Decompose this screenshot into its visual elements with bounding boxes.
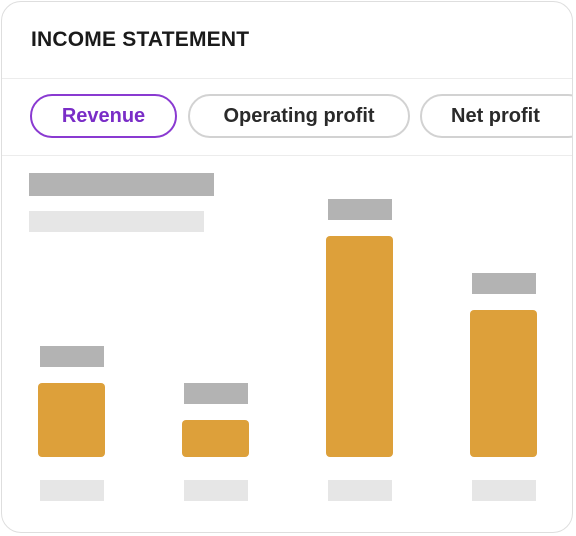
tab-revenue[interactable]: Revenue xyxy=(30,94,177,138)
tab-operating-profit[interactable]: Operating profit xyxy=(188,94,410,138)
chart-title-placeholder xyxy=(29,173,214,196)
card-title: INCOME STATEMENT xyxy=(31,28,250,51)
bar[interactable] xyxy=(182,420,249,457)
bar[interactable] xyxy=(470,310,537,457)
x-axis-label-placeholder xyxy=(472,480,536,501)
chart-subtitle-placeholder xyxy=(29,211,204,232)
bar-value-label-placeholder xyxy=(472,273,536,294)
tab-net-profit[interactable]: Net profit xyxy=(420,94,572,138)
bar-value-label-placeholder xyxy=(184,383,248,404)
bar[interactable] xyxy=(38,383,105,457)
card-header: INCOME STATEMENT xyxy=(2,2,572,79)
bar[interactable] xyxy=(326,236,393,457)
metric-tabs: Revenue Operating profit Net profit xyxy=(2,79,572,156)
x-axis-label-placeholder xyxy=(40,480,104,501)
x-axis-label-placeholder xyxy=(184,480,248,501)
x-axis-label-placeholder xyxy=(328,480,392,501)
bar-value-label-placeholder xyxy=(328,199,392,220)
bar-value-label-placeholder xyxy=(40,346,104,367)
